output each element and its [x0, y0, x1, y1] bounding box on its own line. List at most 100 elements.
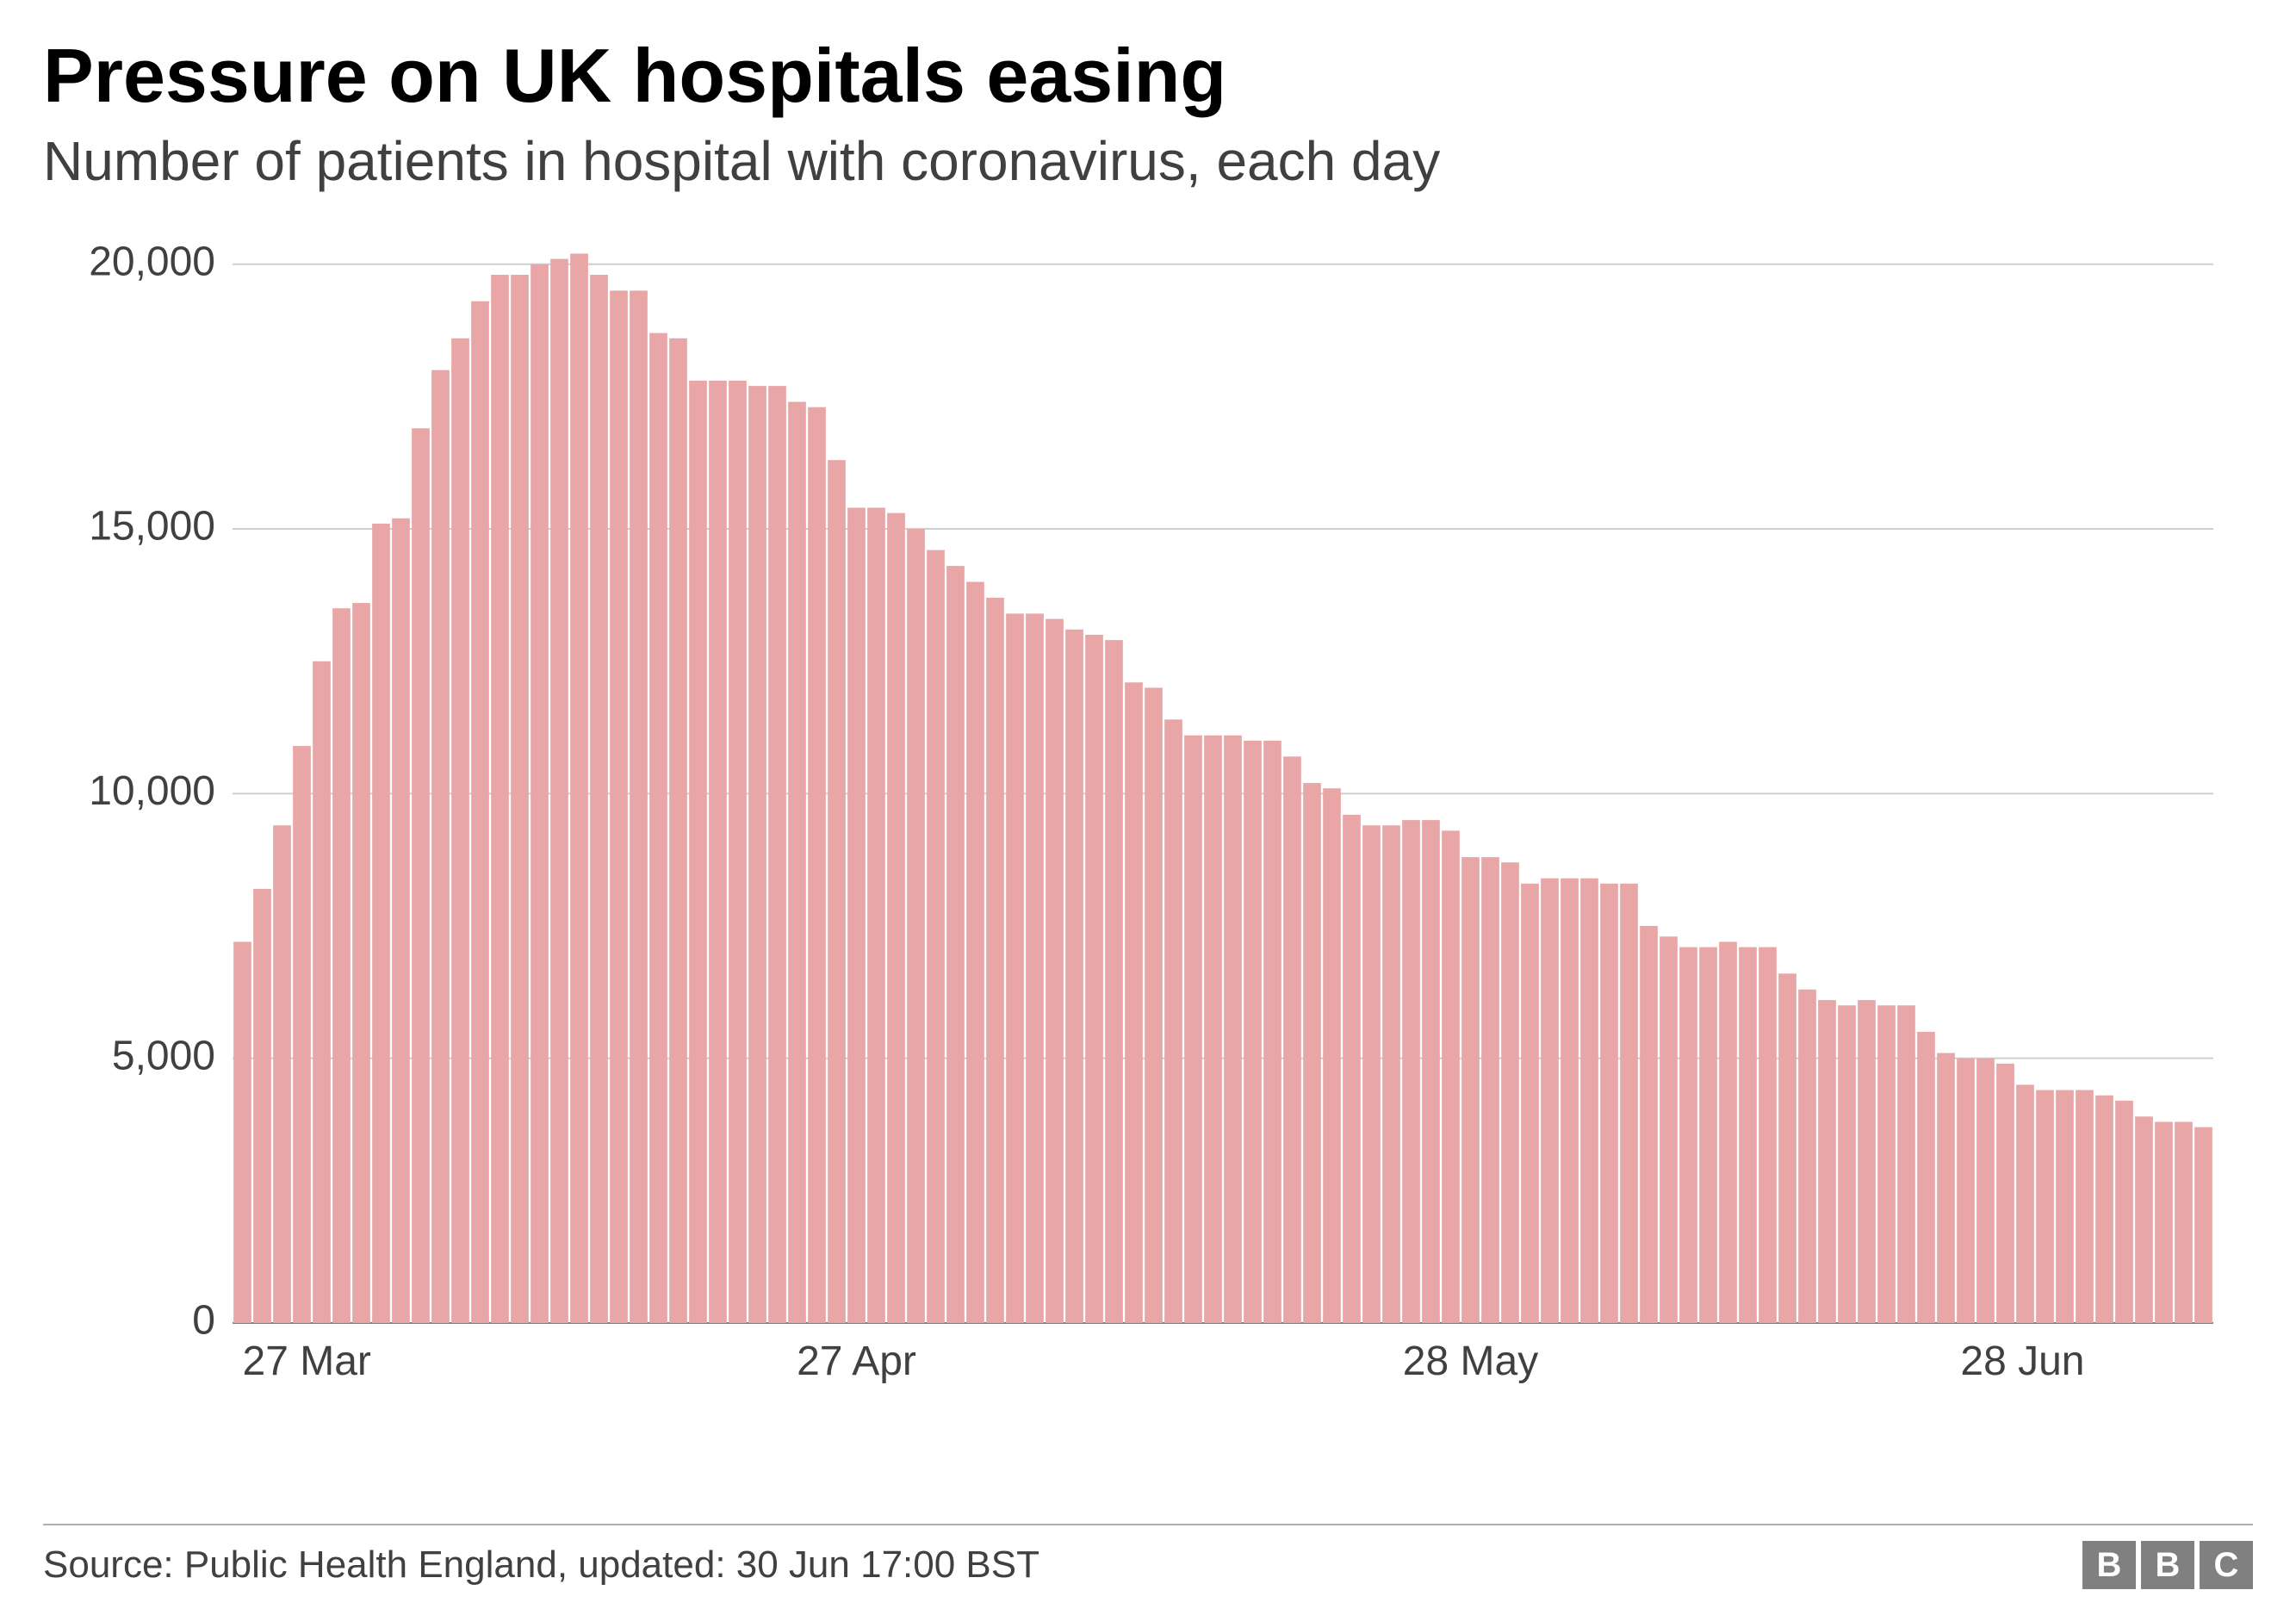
bar: [1461, 857, 1480, 1323]
bar: [332, 608, 351, 1323]
bar: [1877, 1005, 1896, 1323]
bar: [1244, 740, 1262, 1322]
bar: [1541, 878, 1559, 1322]
chart-footer: Source: Public Health England, updated: …: [43, 1524, 2253, 1589]
bar: [1778, 973, 1796, 1323]
x-tick-label: 28 May: [1403, 1339, 1538, 1384]
bar: [1323, 788, 1341, 1323]
bar: [1442, 830, 1460, 1323]
bar: [1561, 878, 1579, 1322]
chart-area: 0 5,000 10,000 15,000 20,000 27 Mar 27 Apr 28 M…: [43, 221, 2253, 1413]
bar: [1343, 815, 1361, 1323]
bar: [748, 386, 766, 1323]
chart-subtitle: Number of patients in hospital with coro…: [43, 128, 2253, 195]
bar: [1303, 783, 1321, 1323]
bar: [610, 290, 628, 1323]
x-tick-label: 27 Mar: [243, 1339, 371, 1384]
y-tick-label: 10,000: [89, 768, 215, 814]
bar: [590, 275, 608, 1323]
bar: [233, 941, 251, 1323]
source-text: Source: Public Health England, updated: …: [43, 1544, 1039, 1587]
y-tick-label: 5,000: [112, 1033, 215, 1078]
bar: [491, 275, 509, 1323]
bar: [828, 460, 846, 1323]
bar: [550, 258, 568, 1322]
bar: [649, 332, 667, 1322]
bar: [1976, 1058, 1995, 1322]
bar: [451, 338, 469, 1322]
bar: [2076, 1090, 2094, 1322]
bar: [1422, 820, 1440, 1323]
bar: [847, 507, 866, 1323]
bar: [1105, 640, 1123, 1323]
bar: [1838, 1005, 1856, 1323]
bar: [1660, 936, 1678, 1323]
bar: [1402, 820, 1420, 1323]
bar: [1957, 1058, 1975, 1322]
bar: [1362, 825, 1381, 1323]
bar: [531, 264, 549, 1322]
bar: [570, 253, 588, 1323]
bar: [1719, 941, 1737, 1323]
y-tick-label: 20,000: [89, 239, 215, 284]
bar: [1283, 756, 1301, 1323]
bar: [1917, 1032, 1935, 1323]
chart-title: Pressure on UK hospitals easing: [43, 34, 2253, 118]
bar: [412, 428, 430, 1323]
bar: [887, 512, 905, 1322]
bar: [2036, 1090, 2054, 1322]
bar: [1679, 947, 1697, 1322]
bar: [1085, 635, 1103, 1323]
bar: [1996, 1063, 2014, 1322]
bar: [1224, 735, 1242, 1322]
bar: [1046, 618, 1064, 1322]
bar: [2056, 1090, 2074, 1322]
bar: [1739, 947, 1757, 1322]
bar: [2135, 1116, 2153, 1323]
bar: [1026, 613, 1044, 1323]
bar: [1897, 1005, 1915, 1323]
bar-chart-svg: 0 5,000 10,000 15,000 20,000 27 Mar 27 Apr 28 M…: [43, 221, 2253, 1409]
bar: [1164, 719, 1182, 1323]
x-tick-label: 28 Jun: [1960, 1339, 2084, 1384]
bar: [1699, 947, 1717, 1322]
bar: [273, 825, 291, 1323]
bar: [2016, 1084, 2034, 1323]
bar: [689, 381, 707, 1323]
bar: [788, 401, 806, 1322]
bar: [1481, 857, 1499, 1323]
bar: [946, 566, 965, 1323]
bar: [471, 301, 489, 1322]
bar: [986, 598, 1004, 1323]
bar: [1937, 1053, 1955, 1322]
bar: [431, 370, 450, 1322]
bar: [1501, 862, 1519, 1323]
bar: [1759, 947, 1777, 1322]
bar: [630, 290, 648, 1323]
bar: [709, 381, 727, 1323]
bar: [1184, 735, 1202, 1322]
y-tick-label: 0: [192, 1297, 215, 1343]
bar: [1006, 613, 1024, 1323]
bar: [966, 581, 984, 1322]
x-tick-label: 27 Apr: [797, 1339, 916, 1384]
bar: [2095, 1095, 2113, 1322]
bar: [1600, 883, 1618, 1322]
bar: [1580, 878, 1598, 1322]
bar: [867, 507, 885, 1323]
bbc-logo-b2: B: [2141, 1541, 2194, 1589]
bar: [253, 889, 271, 1323]
bar: [392, 518, 410, 1322]
y-tick-label: 15,000: [89, 503, 215, 549]
bar: [927, 550, 945, 1322]
bar: [2155, 1121, 2173, 1323]
bar: [907, 529, 925, 1323]
bar: [1145, 687, 1163, 1323]
bbc-logo-b1: B: [2082, 1541, 2136, 1589]
bar: [1125, 682, 1143, 1323]
bar: [669, 338, 687, 1322]
bar: [1798, 989, 1816, 1322]
bar: [1382, 825, 1400, 1323]
bbc-logo-c: C: [2200, 1541, 2253, 1589]
bar: [2175, 1121, 2193, 1323]
